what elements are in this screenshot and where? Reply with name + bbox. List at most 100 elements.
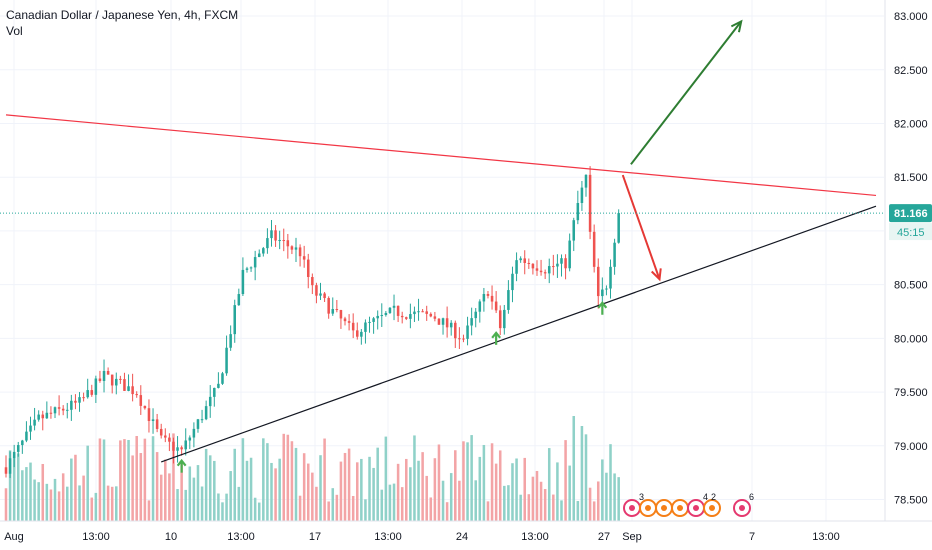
volume-bar xyxy=(515,458,518,521)
candle-body xyxy=(519,258,522,261)
volume-bar xyxy=(490,443,494,521)
volume-bar xyxy=(462,441,465,521)
volume-bar xyxy=(441,480,445,521)
volume-bars xyxy=(4,416,620,521)
symbol-title[interactable]: Canadian Dollar / Japanese Yen, 4h, FXCM xyxy=(6,8,239,22)
candle-body xyxy=(25,431,28,441)
candle-body xyxy=(327,298,330,314)
candle-body xyxy=(388,307,392,313)
volume-bar xyxy=(70,458,73,521)
volume-bar xyxy=(249,457,253,521)
candle-body xyxy=(372,318,375,322)
candle-body xyxy=(192,428,196,438)
candle-body xyxy=(552,266,555,268)
candle-body xyxy=(245,268,249,270)
volume-bar xyxy=(531,476,535,521)
volume-bar xyxy=(351,495,355,521)
current-price-label: 81.166 xyxy=(894,208,928,220)
volume-bar xyxy=(392,483,396,521)
candle-body xyxy=(454,322,457,339)
candle-body xyxy=(78,397,81,403)
candle-body xyxy=(257,253,261,258)
trend-drawings[interactable] xyxy=(0,19,884,473)
candle-body xyxy=(143,405,147,409)
volume-bar xyxy=(164,459,167,521)
bullish-projection-arrow[interactable] xyxy=(630,20,743,165)
candle-body xyxy=(592,231,596,267)
volume-bar xyxy=(192,477,196,521)
candle-body xyxy=(437,318,441,325)
event-count-label: 4 xyxy=(703,492,708,502)
volume-bar xyxy=(613,473,616,521)
candle-body xyxy=(229,334,232,348)
price-tick-label: 80.000 xyxy=(894,333,928,345)
candle-body xyxy=(588,174,592,232)
candle-body xyxy=(168,437,171,442)
volume-bar xyxy=(311,472,314,521)
candle-body xyxy=(33,419,36,426)
current-price-badge[interactable] xyxy=(889,204,932,223)
candle-body xyxy=(458,338,461,340)
volume-bar xyxy=(368,456,371,521)
volume-bar xyxy=(217,493,220,521)
volume-bar xyxy=(331,488,335,521)
volume-bar xyxy=(356,462,359,521)
volume-bar xyxy=(384,436,388,521)
candle-body xyxy=(445,318,449,328)
candle-body xyxy=(172,441,175,451)
time-tick-label: 13:00 xyxy=(227,531,255,543)
volume-bar xyxy=(29,462,32,521)
candle-body xyxy=(494,301,498,311)
candle-body xyxy=(417,311,420,313)
volume-bar xyxy=(139,453,143,521)
candle-body xyxy=(409,314,412,319)
volume-bar xyxy=(204,448,208,521)
bearish-projection-arrow[interactable] xyxy=(621,174,661,280)
candle-body xyxy=(180,447,183,450)
time-tick-label: Aug xyxy=(4,531,24,543)
price-axis[interactable]: 83.00082.50082.00081.50081.00080.50080.0… xyxy=(884,0,932,550)
time-tick-label: 13:00 xyxy=(812,531,840,543)
support-trendline[interactable] xyxy=(161,205,877,463)
grid-lines xyxy=(0,0,884,521)
candle-body xyxy=(474,311,477,319)
volume-bar xyxy=(270,462,273,521)
time-tick-label: 13:00 xyxy=(82,531,110,543)
volume-bar xyxy=(568,465,571,521)
volume-bar xyxy=(306,463,310,521)
time-tick-label: 17 xyxy=(309,531,321,543)
time-axis[interactable]: Aug 13:00 10 13:00 17 13:00 24 13:00 27 Sep 7 13:00 xyxy=(0,520,932,543)
bearish-projection-arrow-head xyxy=(651,268,662,282)
volume-bar xyxy=(282,433,286,521)
resistance-trendline[interactable] xyxy=(5,114,877,197)
bar-countdown-label: 45:15 xyxy=(897,227,925,239)
volume-bar xyxy=(147,500,151,521)
volume-bar xyxy=(343,452,347,521)
candle-body xyxy=(315,285,318,296)
time-tick-label: Sep xyxy=(622,531,642,543)
volume-bar xyxy=(543,489,547,521)
volume-bar xyxy=(135,436,138,521)
candle-body xyxy=(151,419,155,422)
volume-bar xyxy=(253,497,257,521)
candle-body xyxy=(356,330,359,337)
candle-body xyxy=(539,270,543,273)
candle-body xyxy=(617,213,620,243)
volume-bar xyxy=(580,426,584,521)
volume-bar xyxy=(360,458,363,521)
volume-bar xyxy=(470,435,473,521)
candle-body xyxy=(331,309,335,314)
volume-bar xyxy=(421,452,424,521)
candle-body xyxy=(200,419,204,421)
volume-bar xyxy=(556,462,559,521)
candle-body xyxy=(400,315,404,318)
volume-bar xyxy=(547,448,551,521)
candlestick-series xyxy=(4,166,620,478)
volume-indicator-label[interactable]: Vol xyxy=(6,24,23,38)
volume-bar xyxy=(507,485,510,521)
candle-body xyxy=(470,318,473,326)
volume-bar xyxy=(53,478,57,521)
candle-body xyxy=(45,412,49,419)
